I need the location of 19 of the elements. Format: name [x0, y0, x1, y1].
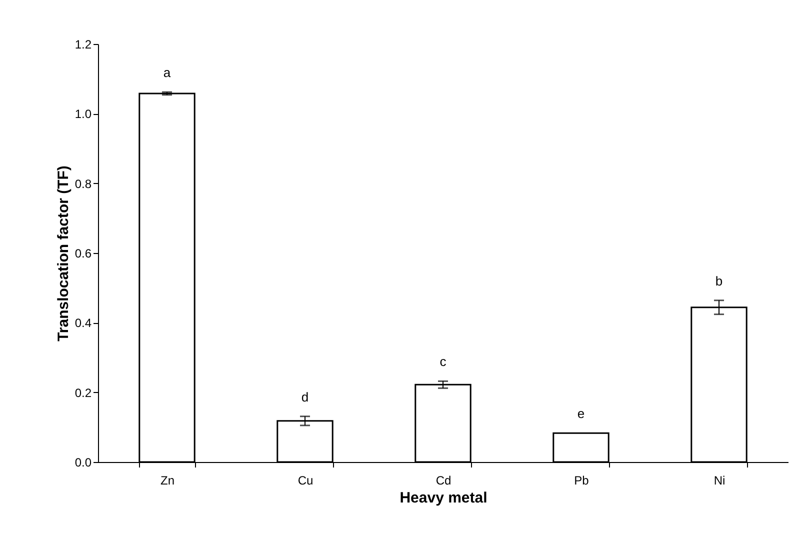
y-tick-label: 0.0 — [74, 456, 92, 470]
y-tick-label: 0.2 — [74, 386, 92, 400]
annotation: a — [163, 65, 172, 80]
x-tick-label: Ni — [714, 474, 726, 488]
x-tick-label: Cd — [436, 474, 452, 488]
annotation: c — [440, 354, 447, 370]
x-tick-label: Cu — [298, 474, 314, 488]
y-tick-label: 0.8 — [74, 176, 92, 191]
y-tick-label: 0.4 — [74, 316, 92, 330]
y-tick-label: 1.0 — [74, 107, 92, 122]
x-axis-title: Heavy metal — [400, 490, 488, 506]
x-tick-label: Zn — [160, 474, 175, 488]
annotation: d — [301, 389, 309, 404]
y-tick-label: 1.2 — [74, 38, 92, 52]
x-tick-label: Pb — [574, 474, 590, 488]
annotation: b — [715, 273, 723, 288]
y-axis-title: Translocation factor (TF) — [54, 166, 72, 342]
annotation: e — [577, 406, 585, 422]
y-tick-label: 0.6 — [74, 246, 92, 260]
